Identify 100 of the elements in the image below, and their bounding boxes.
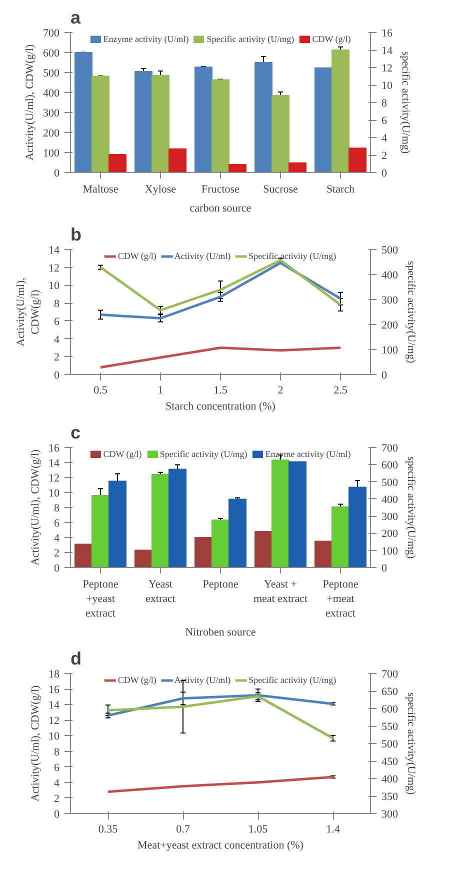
- chart-title: b: [70, 224, 82, 244]
- y2-tick-label: 300: [382, 511, 398, 524]
- y-tick-label: 12: [48, 262, 60, 274]
- y2-tick-label: 300: [382, 808, 398, 820]
- x-tick-label: 2: [278, 384, 284, 396]
- x-axis-title: Starch concentration (%): [166, 400, 276, 412]
- bar: [228, 164, 246, 172]
- y2-tick-label: 2: [382, 150, 387, 162]
- y2-tick-label: 550: [382, 721, 398, 733]
- y2-tick-label: 0: [382, 168, 388, 180]
- y2-tick-label: 0: [382, 370, 388, 382]
- y-tick-label: 0: [54, 370, 60, 382]
- bar: [288, 162, 306, 172]
- y-tick-label: 500: [43, 68, 60, 80]
- y-tick-label: 0: [54, 808, 60, 820]
- bar: [134, 550, 152, 568]
- y2-tick-label: 16: [382, 28, 393, 40]
- y-tick-label: 100: [43, 148, 60, 160]
- y2-axis-title: specific activity(U/mg): [400, 51, 412, 154]
- x-tick-label: 0.7: [176, 824, 190, 836]
- y-tick-label: 12: [48, 715, 60, 728]
- x-axis-title: carbon source: [190, 202, 252, 214]
- legend-label: CDW (g/l): [103, 449, 142, 459]
- legend-label: CDW (g/l): [312, 34, 351, 44]
- y-tick-label: 10: [48, 280, 60, 292]
- y2-tick-label: 400: [382, 774, 398, 786]
- y2-axis-title: specific activity(U/mg): [405, 692, 417, 795]
- legend-label: Specific activity (U/mg): [160, 449, 248, 459]
- y-tick-label: 10: [48, 488, 60, 500]
- chart-title: c: [70, 422, 81, 442]
- x-tick-label: Yeast extract: [146, 578, 176, 605]
- legend-label: Enzyme activity (U/ml): [103, 34, 189, 44]
- y-tick-label: 6: [54, 316, 60, 328]
- y2-tick-label: 700: [382, 442, 398, 454]
- x-tick-label: 1.5: [214, 384, 228, 396]
- y2-tick-label: 400: [382, 270, 398, 282]
- y2-tick-label: 700: [382, 668, 398, 680]
- y-tick-label: 10: [48, 730, 60, 743]
- legend-label: CDW (g/l): [118, 675, 156, 685]
- legend-label: Activity (U/ml): [174, 251, 231, 261]
- x-tick-label: Sucrose: [263, 184, 298, 196]
- y-tick-label: 4: [54, 532, 60, 544]
- y2-tick-label: 650: [382, 686, 398, 698]
- y2-axis-title: specific activity(U/mg): [405, 456, 417, 559]
- x-tick-label: Xylose: [144, 184, 176, 196]
- x-tick-label: Peptone: [202, 578, 238, 590]
- y-tick-label: 16: [48, 442, 60, 454]
- y-tick-label: 8: [54, 746, 60, 758]
- y2-tick-label: 200: [382, 320, 398, 332]
- line-series: [99, 346, 342, 369]
- y2-tick-label: 500: [382, 476, 398, 489]
- line-series: [106, 695, 334, 740]
- y-tick-label: 14: [48, 244, 60, 256]
- y-axis-title: Activity(U/ml), CDW(g/l): [15, 277, 42, 346]
- y2-tick-label: 14: [382, 45, 393, 57]
- line-series: [106, 694, 334, 717]
- y-tick-label: 8: [54, 298, 60, 310]
- x-tick-label: 0.35: [98, 824, 118, 836]
- y-tick-label: 200: [43, 128, 60, 140]
- y-tick-label: 6: [54, 518, 60, 530]
- chart-title: a: [70, 8, 82, 28]
- x-tick-label: Starch: [326, 184, 356, 196]
- y-tick-label: 16: [48, 684, 60, 696]
- y-tick-label: 8: [54, 502, 60, 514]
- bar: [348, 148, 366, 172]
- y-tick-label: 12: [48, 472, 60, 484]
- y-axis-title: Activity(U/ml), CDW(g/l): [30, 685, 42, 802]
- y-tick-label: 2: [54, 352, 60, 364]
- y-tick-label: 2: [54, 548, 60, 560]
- x-tick-label: Yeast + meat extract: [253, 578, 308, 605]
- y2-axis-title: specific activity(U/mg): [405, 260, 417, 364]
- legend-label: CDW (g/l): [118, 251, 156, 261]
- x-tick-label: Peptone +meat extract: [322, 578, 358, 620]
- y2-tick-label: 100: [382, 545, 398, 558]
- x-axis-title: Meat+yeast extract concentration (%): [138, 840, 304, 852]
- y-tick-label: 4: [54, 334, 60, 346]
- line-series: [99, 262, 342, 320]
- y-tick-label: 14: [48, 458, 60, 470]
- legend-label: Specific activity (U/mg): [206, 34, 294, 44]
- y2-tick-label: 100: [382, 344, 398, 356]
- y2-tick-label: 4: [382, 132, 388, 144]
- y-tick-label: 300: [43, 108, 60, 120]
- legend-label: Activity (U/ml): [174, 675, 231, 685]
- y-tick-label: 400: [43, 88, 60, 100]
- x-tick-label: Peptone +yeast extract: [82, 578, 118, 620]
- y2-tick-label: 500: [382, 244, 398, 256]
- y2-tick-label: 400: [382, 494, 398, 506]
- line-series: [106, 776, 334, 793]
- y-tick-label: 700: [43, 28, 60, 40]
- y-axis-title: Activity(U/ml), CDW(g/l): [24, 44, 36, 161]
- x-axis-title: Nitroben source: [185, 626, 256, 638]
- y2-tick-label: 0: [382, 562, 388, 574]
- y2-tick-label: 450: [382, 756, 398, 768]
- y2-tick-label: 600: [382, 704, 398, 716]
- y2-tick-label: 10: [382, 80, 393, 92]
- chart-title: d: [70, 648, 82, 668]
- y2-tick-label: 6: [382, 115, 388, 127]
- x-tick-label: 2.5: [334, 384, 348, 396]
- legend-label: Enzyme activity (U/ml): [265, 449, 351, 459]
- y-axis-title: Activity(U/ml), CDW(g/l): [30, 449, 42, 566]
